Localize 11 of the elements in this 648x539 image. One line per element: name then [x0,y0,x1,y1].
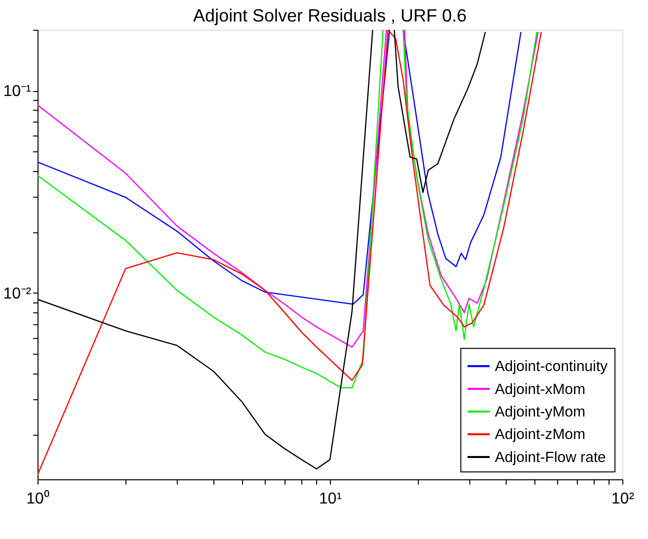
legend-label: Adjoint-zMom [494,427,586,444]
x-tick-label: 10¹ [319,490,342,508]
legend-label: Adjoint-xMom [494,382,586,398]
legend-label: Adjoint-yMom [494,404,586,421]
y-tick-label: 10⁻² [3,285,32,302]
legend-label: Adjoint-continuity [494,359,608,376]
legend-label: Adjoint-Flow rate [494,450,606,466]
y-tick-label: 10⁻¹ [3,83,32,100]
chart-title: Adjoint Solver Residuals , URF 0.6 [193,5,467,26]
x-tick-label: 10² [611,490,634,508]
x-tick-label: 10⁰ [26,489,50,508]
